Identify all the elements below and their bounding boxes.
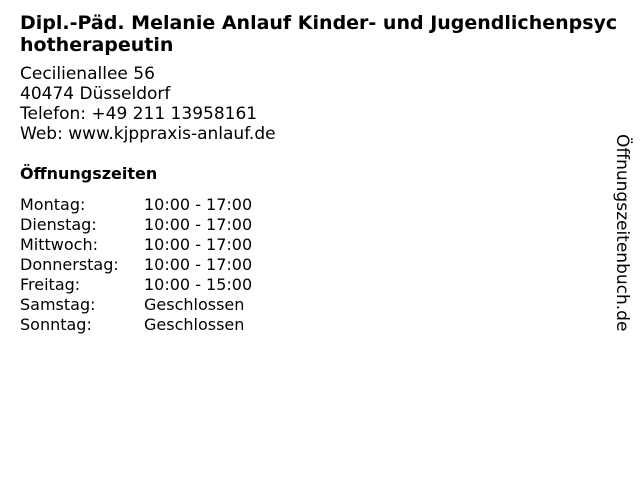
hours-row: Samstag: Geschlossen bbox=[20, 295, 252, 315]
street: Cecilienallee 56 bbox=[20, 64, 155, 84]
day: Mittwoch: bbox=[20, 235, 98, 254]
address-block: Cecilienallee 56 40474 Düsseldorf Telefo… bbox=[20, 64, 276, 144]
hours-row: Dienstag: 10:00 - 17:00 bbox=[20, 215, 252, 235]
city: 40474 Düsseldorf bbox=[20, 84, 171, 104]
time: 10:00 - 17:00 bbox=[144, 215, 253, 234]
day: Freitag: bbox=[20, 275, 81, 294]
time: 10:00 - 17:00 bbox=[144, 195, 253, 214]
hours-heading: Öffnungszeiten bbox=[20, 164, 158, 183]
day: Sonntag: bbox=[20, 315, 92, 334]
hours-row: Sonntag: Geschlossen bbox=[20, 315, 252, 335]
hours-table: Montag: 10:00 - 17:00 Dienstag: 10:00 - 17… bbox=[20, 195, 252, 335]
hours-row: Mittwoch: 10:00 - 17:00 bbox=[20, 235, 252, 255]
day: Samstag: bbox=[20, 295, 96, 314]
time: Geschlossen bbox=[144, 295, 245, 314]
hours-row: Donnerstag: 10:00 - 17:00 bbox=[20, 255, 252, 275]
day: Montag: bbox=[20, 195, 86, 214]
website: Web: www.kjppraxis-anlauf.de bbox=[20, 124, 276, 144]
business-title: Dipl.-Päd. Melanie Anlauf Kinder- und Ju… bbox=[20, 12, 618, 56]
day: Donnerstag: bbox=[20, 255, 119, 274]
time: Geschlossen bbox=[144, 315, 245, 334]
hours-row: Montag: 10:00 - 17:00 bbox=[20, 195, 252, 215]
time: 10:00 - 17:00 bbox=[144, 255, 253, 274]
phone: Telefon: +49 211 13958161 bbox=[20, 104, 258, 124]
day: Dienstag: bbox=[20, 215, 97, 234]
time: 10:00 - 17:00 bbox=[144, 235, 253, 254]
hours-row: Freitag: 10:00 - 15:00 bbox=[20, 275, 252, 295]
time: 10:00 - 15:00 bbox=[144, 275, 253, 294]
watermark: Öffnungszeitenbuch.de bbox=[612, 134, 632, 332]
